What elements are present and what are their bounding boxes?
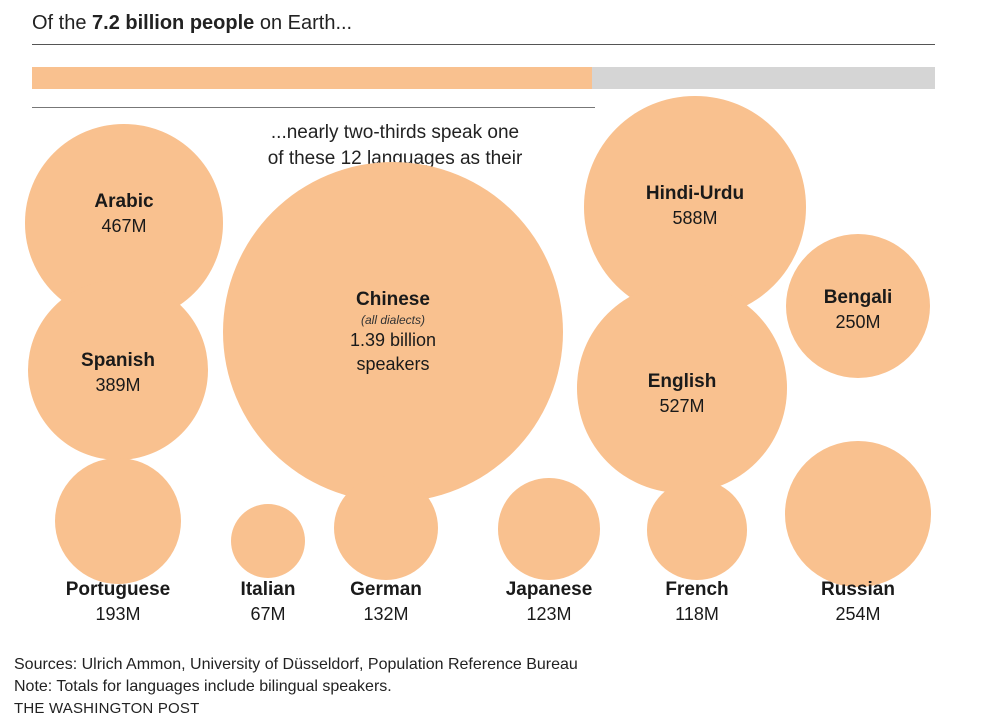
language-name: Hindi-Urdu <box>645 183 745 204</box>
language-name: Arabic <box>94 191 154 212</box>
bubble-label-spanish: Spanish 389M <box>18 349 218 397</box>
speaker-count: 193M <box>95 604 141 624</box>
note-text: Note: Totals for languages include bilin… <box>14 678 392 695</box>
headline-highlight: 7.2 billion people <box>92 12 255 34</box>
speaker-count: 1.39 billion <box>349 330 437 350</box>
bubble-label-japanese: Japanese 123M <box>449 578 649 626</box>
bubble-bengali <box>785 233 931 379</box>
bubble-label-french: French 118M <box>597 578 797 626</box>
footer: Sources: Ulrich Ammon, University of Düs… <box>14 654 578 720</box>
intro-line: ...nearly two-thirds speak one <box>270 122 520 143</box>
headline: Of the 7.2 billion people on Earth... <box>32 12 352 35</box>
sources-text: Sources: Ulrich Ammon, University of Düs… <box>14 656 578 673</box>
language-name: English <box>647 371 717 392</box>
speaker-count: 527M <box>659 396 705 416</box>
bubble-hindi-urdu <box>584 96 806 318</box>
bubble-german <box>333 475 439 581</box>
bubble-label-german: German 132M <box>286 578 486 626</box>
bubble-spanish <box>28 280 208 460</box>
top-divider <box>32 44 935 45</box>
speaker-count: 123M <box>526 604 572 624</box>
bubble-label-italian: Italian 67M <box>168 578 368 626</box>
bubble-english <box>577 283 787 493</box>
speaker-count: speakers <box>356 354 430 374</box>
language-name: German <box>350 579 422 600</box>
language-name: Spanish <box>81 350 155 371</box>
bubble-japanese <box>498 478 600 580</box>
language-name: Bengali <box>823 287 893 308</box>
speaker-count: 67M <box>250 604 286 624</box>
bubble-label-portuguese: Portuguese 193M <box>18 578 218 626</box>
language-note: (all dialects) <box>360 313 426 327</box>
bubble-french <box>647 480 747 580</box>
share-bracket-line <box>32 107 595 108</box>
bubble-label-arabic: Arabic 467M <box>24 190 224 238</box>
language-name: Chinese <box>356 289 430 310</box>
bubble-label-russian: Russian 254M <box>758 578 958 626</box>
bubble-chinese <box>223 162 563 502</box>
headline-prefix: Of the <box>32 12 93 34</box>
bubble-label-hindi-urdu: Hindi-Urdu 588M <box>595 182 795 230</box>
language-name: Italian <box>240 579 296 600</box>
speaker-count: 250M <box>835 312 881 332</box>
language-name: Portuguese <box>65 579 171 600</box>
population-bar <box>32 67 935 89</box>
headline-suffix: on Earth... <box>254 12 353 34</box>
bubble-italian <box>230 503 306 579</box>
speaker-count: 389M <box>95 375 141 395</box>
speaker-count: 118M <box>675 604 719 624</box>
publisher-brand: THE WASHINGTON POST <box>14 700 200 717</box>
speaker-count: 254M <box>835 604 881 624</box>
bubble-label-chinese: Chinese (all dialects) 1.39 billion speaker… <box>293 288 493 376</box>
two-thirds-share-fill <box>32 67 592 89</box>
bubble-russian <box>785 441 931 587</box>
language-name: Japanese <box>505 579 593 600</box>
bubble-portuguese <box>54 457 182 585</box>
bubble-label-english: English 527M <box>582 370 782 418</box>
speaker-count: 588M <box>672 208 718 228</box>
language-name: French <box>665 579 729 600</box>
bubble-label-bengali: Bengali 250M <box>758 286 958 334</box>
speaker-count: 467M <box>101 216 147 236</box>
language-name: Russian <box>821 579 895 600</box>
intro-line: of these 12 languages as their <box>267 148 523 169</box>
speaker-count: 132M <box>363 604 409 624</box>
